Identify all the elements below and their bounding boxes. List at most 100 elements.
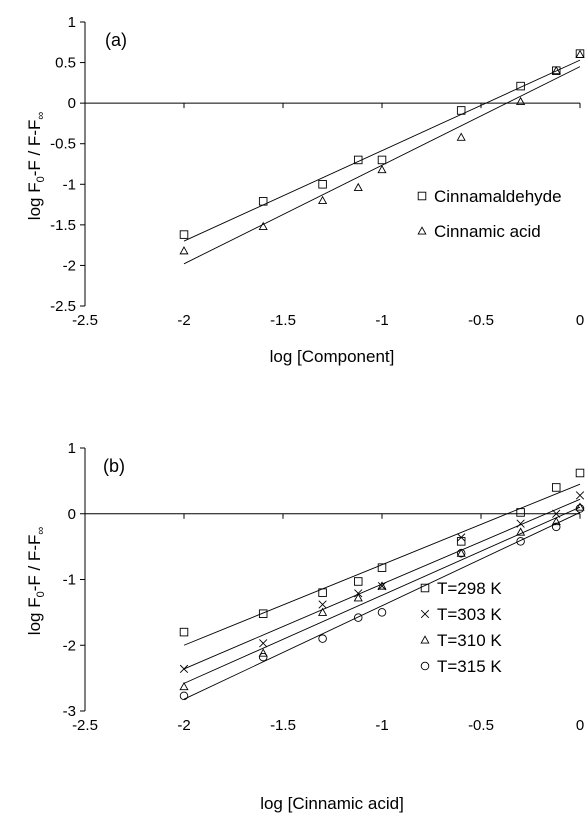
data-point-b-0-7: [551, 483, 561, 492]
data-point-b-3-5: [456, 548, 466, 558]
y-axis-label-a: log F0-F / F-F∞: [25, 112, 47, 220]
data-point-a-0-1: [258, 197, 268, 206]
legend-marker-a-0: [417, 191, 427, 201]
data-point-b-0-1: [258, 609, 268, 618]
data-point-a-0-3: [353, 155, 363, 165]
x-tick-label-a-2: -1.5: [270, 312, 296, 329]
y-tick-label-a-2: 0: [68, 95, 76, 112]
data-point-b-3-2: [318, 634, 327, 643]
data-point-b-1-4-stroke2: [377, 581, 387, 591]
data-point-b-3-7: [551, 522, 561, 532]
data-point-b-0-4: [377, 563, 387, 572]
legend-marker-b-1: [420, 609, 430, 619]
legend-marker-b-2: [420, 635, 430, 644]
y-tick-label-a-5: -1.5: [50, 217, 76, 234]
fit-line-b-1: [183, 498, 581, 670]
y-tick-label-b-1: 0: [68, 506, 76, 523]
chart-panel-b: (b) log [Cinnamic acid] log F0-F / F-F∞ …: [25, 440, 585, 813]
panel-label-b: (b): [103, 456, 125, 476]
data-point-b-2-5: [456, 548, 466, 557]
data-point-b-0-8: [575, 468, 585, 478]
data-point-a-0-2: [318, 180, 327, 189]
legend-label-b-2: T=310 K: [437, 631, 502, 650]
data-point-b-1-1-stroke2: [259, 639, 268, 648]
data-point-a-1-1: [258, 221, 268, 230]
data-point-b-1-8-stroke2: [575, 491, 585, 500]
y-axis-label-b-part2: -F / F-F: [25, 535, 44, 592]
data-point-b-1-4: [377, 581, 387, 591]
data-point-b-1-6: [516, 519, 525, 528]
x-tick-label-b-5: 0: [576, 717, 584, 734]
y-tick-label-b-4: -3: [63, 703, 76, 720]
data-point-b-3-8: [575, 504, 585, 513]
data-point-a-0-5: [456, 106, 466, 115]
data-point-b-1-1: [259, 639, 268, 648]
y-axis-label-b-part1: log F: [25, 597, 44, 635]
data-point-b-1-6-stroke2: [516, 519, 525, 528]
data-point-b-1-0-stroke2: [179, 664, 189, 674]
legend-label-b-3: T=315 K: [437, 657, 502, 676]
data-point-b-2-0: [179, 681, 189, 691]
data-point-b-2-2: [318, 607, 328, 616]
x-tick-label-a-3: -1: [375, 312, 388, 329]
legend-label-a-1: Cinnamic acid: [434, 222, 541, 241]
data-point-b-2-6: [516, 527, 526, 536]
data-point-b-3-3: [353, 613, 363, 622]
data-point-b-3-1: [258, 652, 268, 662]
data-point-a-1-3: [353, 182, 363, 192]
legend-marker-a-1: [417, 226, 427, 235]
data-point-b-3-4: [377, 608, 387, 617]
data-point-a-1-4: [377, 164, 387, 174]
x-tick-label-a-0: -2.5: [72, 312, 98, 329]
data-point-a-1-5: [456, 132, 466, 141]
y-tick-label-a-6: -2: [63, 257, 76, 274]
y-axis-label-a-subinf: ∞: [35, 112, 47, 120]
x-tick-label-b-2: -1.5: [270, 717, 296, 734]
x-axis-label-a: log [Component]: [270, 347, 395, 366]
y-tick-label-a-4: -1: [63, 176, 76, 193]
x-tick-label-b-0: -2.5: [72, 717, 98, 734]
x-tick-label-a-1: -2: [177, 312, 190, 329]
fit-line-b-0: [183, 483, 581, 646]
data-point-b-2-4: [377, 581, 387, 590]
y-tick-label-a-7: -2.5: [50, 298, 76, 315]
data-point-a-1-2: [318, 195, 328, 205]
data-point-b-0-5: [456, 537, 466, 546]
data-point-b-1-2-stroke2: [318, 600, 327, 609]
panel-label-a: (a): [105, 30, 127, 50]
x-tick-label-b-1: -2: [177, 717, 190, 734]
data-point-b-1-7-stroke2: [552, 509, 561, 518]
data-point-b-1-5-stroke2: [457, 533, 466, 542]
x-tick-label-a-5: 0: [576, 312, 584, 329]
y-tick-label-a-3: -0.5: [50, 136, 76, 153]
data-point-b-1-2: [318, 600, 327, 609]
x-tick-label-b-4: -0.5: [468, 717, 494, 734]
data-point-b-1-5: [457, 533, 466, 542]
data-point-b-0-3: [353, 577, 363, 586]
y-tick-label-a-1: 0.5: [55, 55, 76, 72]
y-axis-label-a-sub0: 0: [35, 176, 47, 182]
data-point-b-1-8: [575, 491, 585, 500]
fit-line-a-0: [183, 59, 581, 242]
data-point-a-1-7: [551, 65, 561, 75]
y-axis-label-b-subinf: ∞: [35, 527, 47, 535]
data-point-b-0-2: [318, 588, 327, 597]
data-point-b-2-1: [258, 648, 268, 657]
data-point-b-2-3: [353, 593, 363, 602]
data-point-a-1-8: [575, 49, 585, 58]
legend-marker-b-1-stroke2: [420, 609, 430, 619]
data-point-b-3-0: [179, 691, 189, 701]
y-axis-label-a-part2: -F / F-F: [25, 120, 44, 177]
data-point-a-0-4: [377, 155, 387, 165]
data-point-b-0-6: [516, 508, 525, 517]
data-point-b-3-6: [516, 537, 525, 546]
data-point-a-1-6: [516, 96, 526, 106]
legend-label-a-0: Cinnamaldehyde: [434, 187, 562, 206]
y-tick-label-b-2: -1: [63, 572, 76, 589]
data-point-a-1-0: [179, 246, 189, 255]
legend-label-b-0: T=298 K: [437, 579, 502, 598]
legend-label-b-1: T=303 K: [437, 605, 502, 624]
data-point-b-1-0: [179, 664, 189, 674]
y-tick-label-b-3: -2: [63, 637, 76, 654]
